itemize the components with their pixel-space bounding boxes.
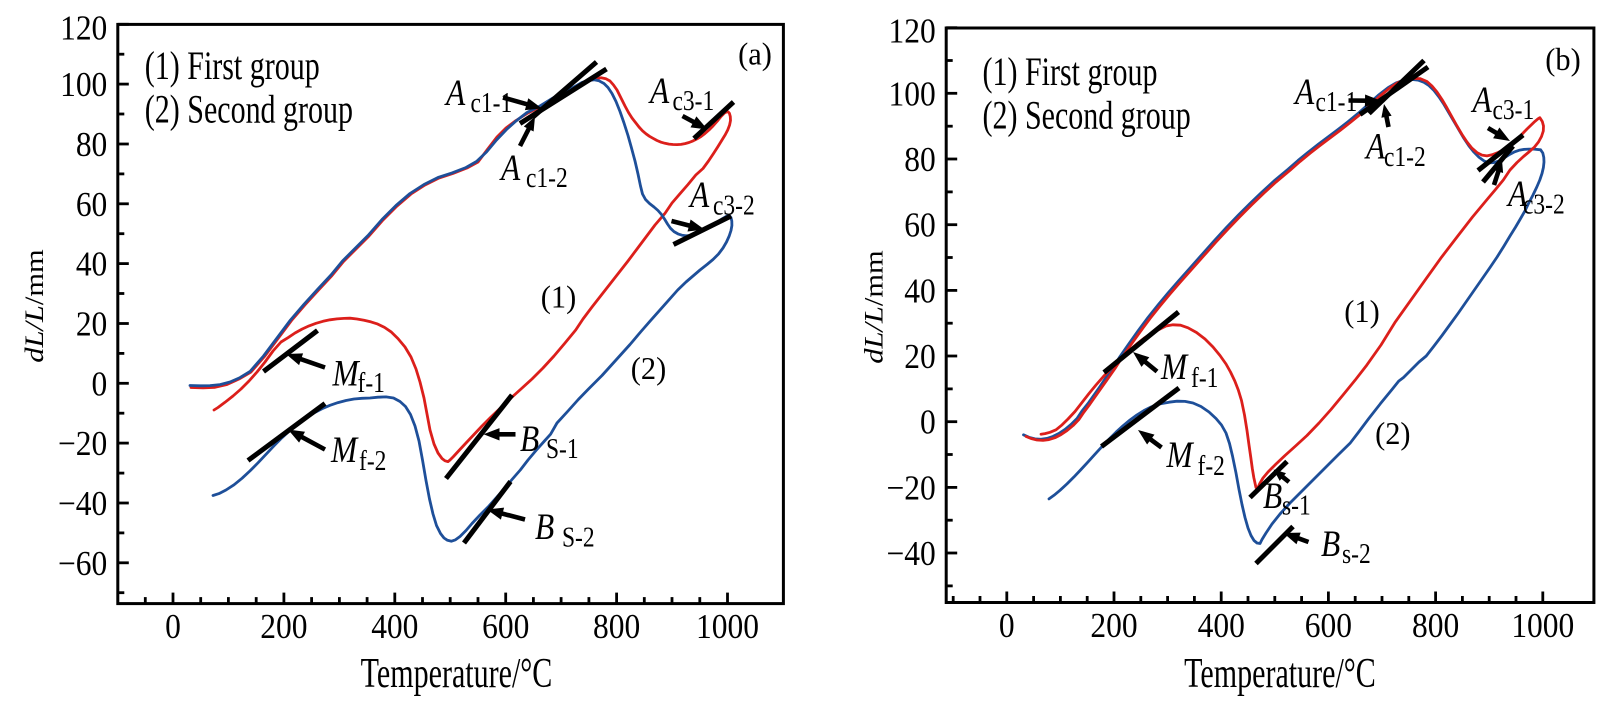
svg-text:A: A	[648, 71, 670, 112]
svg-text:S-2: S-2	[562, 520, 595, 553]
svg-text:A: A	[444, 73, 466, 114]
svg-text:60: 60	[76, 185, 107, 224]
svg-text:1000: 1000	[1511, 607, 1574, 646]
svg-text:c1-1: c1-1	[471, 86, 513, 119]
svg-text:−40: −40	[886, 535, 935, 574]
svg-text:(2): (2)	[1375, 415, 1410, 451]
svg-text:(2): (2)	[631, 350, 666, 386]
svg-text:c1-2: c1-2	[526, 161, 568, 194]
svg-text:(1) First group: (1) First group	[983, 49, 1158, 94]
svg-text:0: 0	[165, 608, 181, 647]
svg-text:c3-1: c3-1	[1493, 93, 1535, 126]
svg-text:dL/L/mm: dL/L/mm	[859, 250, 889, 364]
svg-text:A: A	[1506, 174, 1528, 215]
svg-text:(2) Second group: (2) Second group	[983, 92, 1191, 137]
svg-text:(1): (1)	[541, 279, 576, 315]
svg-text:s-1: s-1	[1282, 488, 1311, 521]
svg-text:40: 40	[76, 245, 107, 284]
svg-text:c3-2: c3-2	[713, 188, 755, 221]
svg-text:A: A	[688, 175, 710, 216]
svg-text:Temperature/°C: Temperature/°C	[361, 649, 553, 696]
svg-text:400: 400	[371, 608, 418, 647]
svg-text:c3-2: c3-2	[1523, 187, 1565, 220]
svg-text:120: 120	[60, 9, 107, 48]
svg-text:f-2: f-2	[359, 444, 386, 477]
svg-text:B: B	[1263, 476, 1282, 517]
svg-text:f-2: f-2	[1198, 449, 1225, 482]
svg-text:(2) Second group: (2) Second group	[145, 86, 353, 131]
svg-text:M: M	[330, 430, 359, 471]
svg-text:M: M	[332, 353, 361, 394]
svg-text:B: B	[520, 419, 539, 460]
svg-text:800: 800	[1412, 607, 1459, 646]
svg-text:M: M	[1166, 435, 1195, 476]
svg-text:(1): (1)	[1344, 293, 1379, 329]
svg-text:100: 100	[888, 75, 935, 114]
svg-text:M: M	[1160, 347, 1189, 388]
svg-text:0: 0	[999, 607, 1015, 646]
svg-text:A: A	[1471, 80, 1493, 121]
svg-text:A: A	[1293, 72, 1315, 113]
svg-text:dL/L/mm: dL/L/mm	[20, 249, 50, 363]
svg-text:A: A	[1364, 126, 1386, 167]
svg-text:f-1: f-1	[358, 366, 385, 399]
svg-text:600: 600	[482, 608, 529, 647]
svg-text:−20: −20	[886, 469, 935, 508]
svg-text:0: 0	[920, 403, 936, 442]
svg-text:−40: −40	[58, 484, 107, 523]
svg-text:−60: −60	[58, 544, 107, 583]
svg-text:(1) First group: (1) First group	[145, 43, 320, 88]
svg-text:80: 80	[904, 141, 935, 180]
svg-text:B: B	[1321, 524, 1340, 565]
svg-text:200: 200	[260, 608, 307, 647]
svg-text:A: A	[499, 148, 521, 189]
svg-text:200: 200	[1090, 607, 1137, 646]
svg-text:c1-1: c1-1	[1316, 85, 1358, 118]
svg-text:20: 20	[76, 305, 107, 344]
svg-text:600: 600	[1305, 607, 1352, 646]
svg-text:(b): (b)	[1545, 41, 1580, 77]
svg-text:c1-2: c1-2	[1384, 140, 1426, 173]
svg-text:(a): (a)	[738, 36, 772, 72]
svg-text:B: B	[535, 507, 554, 548]
svg-text:1000: 1000	[696, 608, 759, 647]
svg-text:120: 120	[888, 12, 935, 51]
svg-text:S-1: S-1	[546, 432, 579, 465]
svg-text:60: 60	[904, 206, 935, 245]
svg-text:800: 800	[593, 608, 640, 647]
svg-text:80: 80	[76, 125, 107, 164]
svg-text:40: 40	[904, 272, 935, 311]
svg-text:400: 400	[1198, 607, 1245, 646]
svg-text:s-2: s-2	[1342, 537, 1371, 570]
svg-text:−20: −20	[58, 425, 107, 464]
svg-text:0: 0	[92, 365, 108, 404]
svg-text:c3-1: c3-1	[673, 84, 715, 117]
svg-text:20: 20	[904, 338, 935, 377]
svg-text:f-1: f-1	[1191, 361, 1218, 394]
svg-text:Temperature/°C: Temperature/°C	[1184, 649, 1376, 696]
svg-text:100: 100	[60, 66, 107, 105]
